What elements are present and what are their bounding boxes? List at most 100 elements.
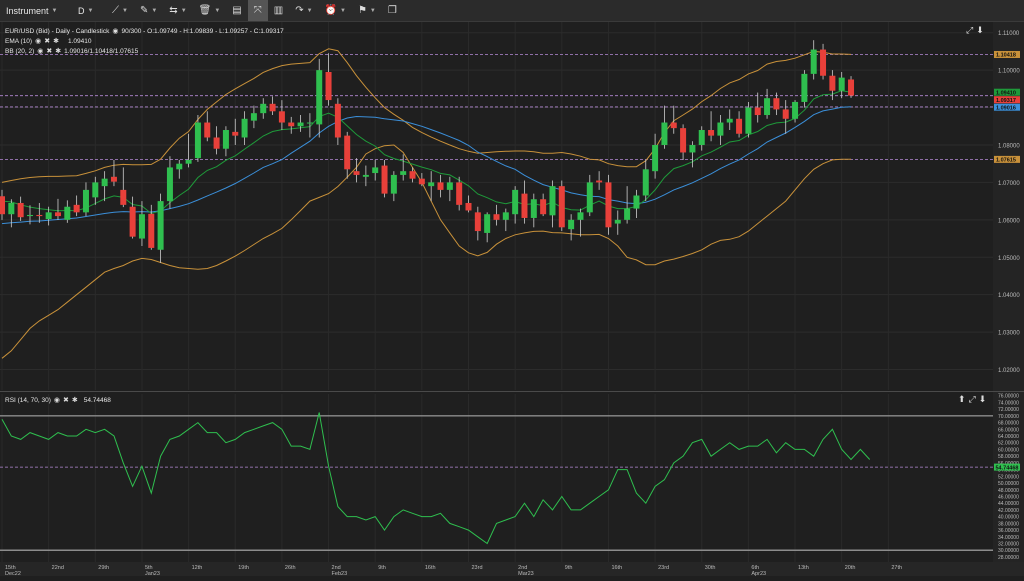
window-icon: ❐ — [387, 5, 397, 16]
time-tick-sublabel: Mar23 — [518, 571, 534, 576]
top-toolbar: Instrument ▼ D ▼ ⟋ ▼ ✎ ▼ ⇆ ▼ 🗑 ▼ ▤ ⤧ ▥ ↷ ▼ ⏰ ▼ ⚑… — [0, 0, 1024, 22]
maximize-icon[interactable]: ⤢ — [968, 394, 976, 404]
price-badge-label: 1.09016 — [996, 105, 1016, 111]
candle-body — [297, 122, 304, 127]
arrow-down-icon[interactable]: ⬇ — [976, 25, 984, 35]
panel-button[interactable]: ▤ — [226, 0, 247, 21]
visibility-icon[interactable]: ◉ — [35, 38, 42, 45]
bb-legend: BB (20, 2) ◉ ✖ ✱ 1.09016/1.10418/1.07615 — [5, 47, 138, 56]
time-tick-label: 2nd — [332, 565, 341, 571]
visibility-icon[interactable]: ◉ — [53, 397, 60, 404]
rsi-tick-label: 58.00000 — [998, 454, 1019, 460]
price-tick-label: 1.08000 — [998, 143, 1020, 149]
candle-body — [465, 202, 472, 211]
candle-body — [390, 174, 397, 194]
candle-body — [409, 171, 416, 179]
ema-legend-name: EMA (10) — [5, 37, 33, 45]
bb-lower-line — [1, 144, 851, 359]
time-tick-sublabel: Feb23 — [332, 571, 348, 576]
candle-body — [558, 186, 565, 228]
window-button[interactable]: ❐ — [382, 0, 403, 21]
settings-icon[interactable]: ✱ — [53, 38, 59, 45]
candle-body — [474, 212, 481, 232]
close-icon[interactable]: ✖ — [63, 397, 69, 404]
candle-body — [512, 189, 519, 215]
magnet-tool[interactable]: ⇆ ▼ — [163, 0, 192, 21]
visibility-icon[interactable]: ◉ — [112, 28, 119, 35]
alarm-icon: ⏰ — [324, 5, 337, 16]
candle-body — [194, 122, 201, 159]
delete-tool[interactable]: 🗑 ▼ — [193, 0, 227, 21]
rsi-line — [1, 412, 871, 545]
rsi-tick-label: 50.00000 — [998, 481, 1019, 487]
candle-body — [568, 219, 575, 230]
candle-body — [418, 178, 425, 185]
rsi-tick-label: 34.00000 — [998, 535, 1019, 541]
close-icon[interactable]: ✖ — [44, 38, 51, 45]
time-axis-background — [0, 562, 1024, 576]
candle-body — [17, 202, 24, 218]
candle-body — [241, 118, 248, 138]
candle-body — [353, 171, 360, 175]
time-tick-label: 27th — [891, 565, 902, 571]
candle-body — [764, 98, 771, 116]
candle-body — [288, 122, 295, 127]
pencil-tool[interactable]: ✎ ▼ — [134, 0, 163, 21]
price-chart-svg[interactable]: 1.110001.100001.090001.080001.070001.060… — [0, 22, 1024, 577]
candle-body — [745, 107, 752, 134]
rsi-tick-label: 46.00000 — [998, 494, 1019, 500]
candle-body — [717, 122, 724, 136]
rsi-tick-label: 38.00000 — [998, 521, 1019, 527]
time-tick-label: 29th — [98, 565, 109, 571]
candle-body — [810, 49, 817, 74]
price-axis-background — [993, 22, 1024, 576]
chart-area[interactable]: 1.110001.100001.090001.080001.070001.060… — [0, 22, 1024, 577]
language-button[interactable]: ⚑ ▼ — [352, 0, 382, 21]
rsi-tick-label: 72.00000 — [998, 407, 1019, 413]
candle-body — [521, 193, 528, 218]
ema-legend: EMA (10) ◉ ✖ ✱ 1.09410 — [5, 37, 92, 46]
share-button[interactable]: ↷ ▼ — [289, 0, 318, 21]
arrow-up-icon[interactable]: ⬆ — [958, 394, 966, 404]
rsi-badge-label: 54.74468 — [996, 465, 1019, 471]
instrument-selector[interactable]: Instrument ▼ — [0, 0, 72, 21]
rsi-tick-label: 54.00000 — [998, 468, 1019, 474]
price-tick-label: 1.04000 — [998, 293, 1020, 299]
bb-middle-line — [1, 106, 852, 225]
rsi-tick-label: 62.00000 — [998, 441, 1019, 447]
rsi-tick-label: 30.00000 — [998, 548, 1019, 554]
time-tick-label: 9th — [565, 565, 573, 571]
time-tick-label: 19th — [238, 565, 249, 571]
candle-body — [372, 167, 379, 174]
expand-button[interactable]: ⤧ — [247, 0, 268, 21]
candle-body — [754, 107, 761, 116]
time-tick-label: 13th — [798, 565, 809, 571]
maximize-icon[interactable]: ⤢ — [966, 25, 974, 35]
visibility-icon[interactable]: ◉ — [37, 48, 44, 55]
price-tick-label: 1.03000 — [998, 331, 1020, 337]
candle-body — [120, 189, 127, 205]
timeframe-selector[interactable]: D ▼ — [72, 0, 106, 21]
candle-body — [222, 130, 229, 149]
candle-body — [838, 77, 845, 91]
candle-body — [530, 199, 537, 218]
close-icon[interactable]: ✖ — [46, 48, 53, 55]
arrow-down-icon[interactable]: ⬇ — [978, 394, 987, 404]
time-tick-label: 5th — [145, 565, 153, 571]
settings-icon[interactable]: ✱ — [55, 48, 62, 55]
time-tick-label: 15th — [5, 565, 16, 571]
chevron-down-icon: ▼ — [214, 7, 221, 14]
candle-body — [269, 103, 276, 112]
alarm-button[interactable]: ⏰ ▼ — [319, 0, 352, 21]
flag-icon: ⚑ — [357, 5, 367, 16]
candle-body — [316, 70, 323, 125]
draw-line-tool[interactable]: ⟋ ▼ — [106, 0, 134, 21]
price-tick-label: 1.10000 — [998, 69, 1020, 75]
settings-icon[interactable]: ✱ — [71, 397, 78, 404]
price-tick-label: 1.02000 — [998, 368, 1020, 374]
ema-line — [1, 90, 852, 215]
time-tick-label: 23rd — [472, 565, 483, 571]
time-tick-label: 16th — [611, 565, 622, 571]
chart-type-button[interactable]: ▥ — [268, 0, 289, 21]
ema-legend-value: 1.09410 — [67, 37, 92, 45]
